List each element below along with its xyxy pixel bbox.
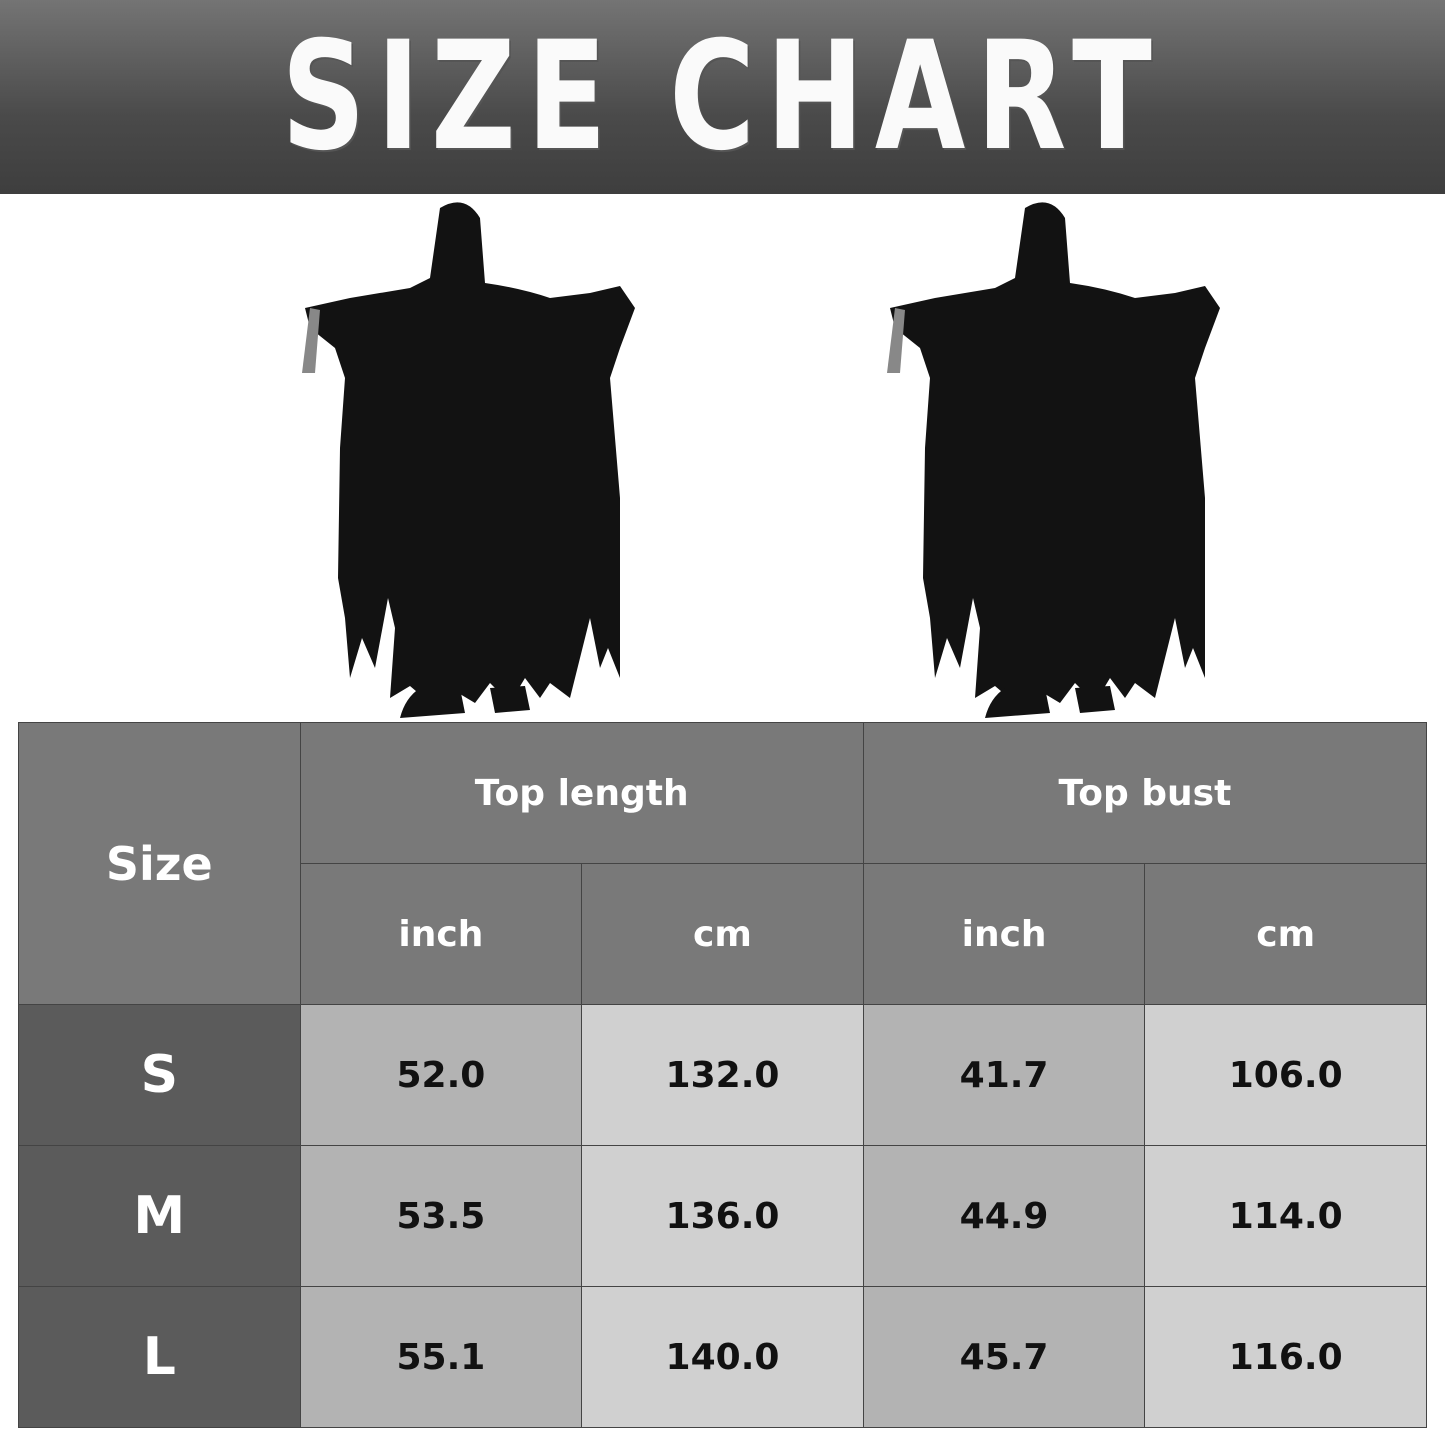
- table-cell: 45.7: [862, 1286, 1146, 1428]
- top-bust-header: Top bust: [862, 722, 1428, 864]
- table-cell: 114.0: [1144, 1145, 1427, 1287]
- table-row: S 52.0 132.0 41.7 106.0: [18, 1004, 1427, 1146]
- table-cell: 140.0: [581, 1286, 864, 1428]
- table-row: L 55.1 140.0 45.7 116.0: [18, 1286, 1427, 1428]
- table-cell: 41.7: [862, 1004, 1146, 1146]
- table-cell: 55.1: [299, 1286, 583, 1428]
- unit-header: cm: [581, 863, 864, 1005]
- table-cell: 132.0: [581, 1004, 864, 1146]
- size-label: S: [18, 1004, 301, 1146]
- table-cell: 136.0: [581, 1145, 864, 1287]
- table-cell: 116.0: [1144, 1286, 1427, 1428]
- page-title: SIZE CHART: [281, 10, 1164, 184]
- size-table: Size Top length Top bust inch cm inch cm…: [18, 722, 1428, 1428]
- costume-figure-image: [302, 202, 635, 718]
- table-cell: 52.0: [299, 1004, 583, 1146]
- table-cell: 44.9: [862, 1145, 1146, 1287]
- table-cell: 106.0: [1144, 1004, 1427, 1146]
- unit-header: inch: [299, 863, 583, 1005]
- size-label: M: [18, 1145, 301, 1287]
- top-length-header: Top length: [299, 722, 864, 864]
- table-cell: 53.5: [299, 1145, 583, 1287]
- size-header: Size: [18, 722, 301, 1005]
- unit-header: cm: [1144, 863, 1427, 1005]
- costume-figure-image: [887, 202, 1220, 718]
- title-banner: SIZE CHART: [0, 0, 1445, 194]
- size-label: L: [18, 1286, 301, 1428]
- unit-header: inch: [862, 863, 1146, 1005]
- table-row: M 53.5 136.0 44.9 114.0: [18, 1145, 1427, 1287]
